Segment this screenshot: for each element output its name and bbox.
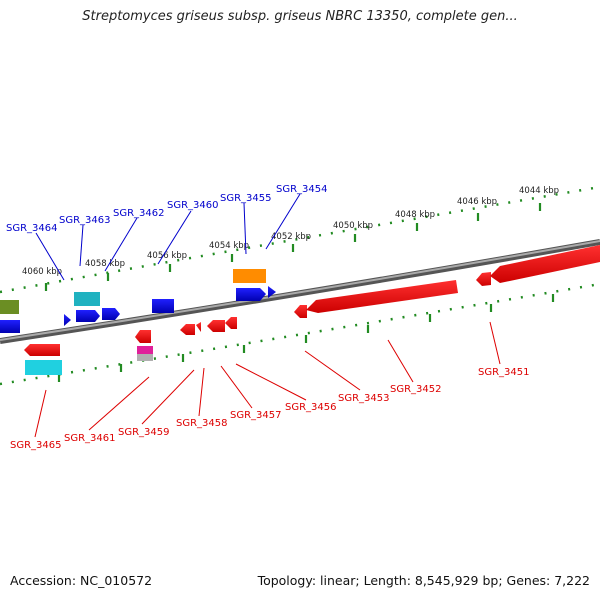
gene-blue[interactable] <box>0 320 20 333</box>
genome-title: Streptomyces griseus subsp. griseus NBRC… <box>82 9 518 24</box>
gene-label-lower[interactable]: SGR_3461 <box>64 433 116 444</box>
gene-red[interactable] <box>135 330 151 343</box>
gene-label-upper[interactable]: SGR_3463 <box>59 215 111 226</box>
gene-red[interactable] <box>476 272 491 286</box>
topology-text: Topology: linear; Length: 8,545,929 bp; … <box>257 573 590 588</box>
gene-red[interactable] <box>196 322 201 332</box>
gene-label-upper[interactable]: SGR_3455 <box>220 193 272 204</box>
gene-blue[interactable] <box>268 286 276 298</box>
gene-label-upper[interactable]: SGR_3462 <box>113 208 165 219</box>
upper-leader-lines <box>35 193 301 281</box>
kbp-label: 4046 kbp <box>457 197 497 207</box>
gene-blue[interactable] <box>76 310 100 322</box>
gene-label-lower[interactable]: SGR_3452 <box>390 384 442 395</box>
gene-label-upper[interactable]: SGR_3454 <box>276 184 328 195</box>
gene-label-lower[interactable]: SGR_3458 <box>176 418 228 429</box>
gene-label-upper[interactable]: SGR_3460 <box>167 200 219 211</box>
kbp-label: 4058 kbp <box>85 259 125 269</box>
gene-label-lower[interactable]: SGR_3451 <box>478 367 530 378</box>
gene-olive[interactable] <box>0 300 19 314</box>
lower-scale-track <box>0 282 600 386</box>
gene-blue[interactable] <box>64 314 71 326</box>
major-ticks <box>44 203 555 382</box>
kbp-label: 4044 kbp <box>519 186 559 196</box>
kbp-labels: 4044 kbp 4046 kbp 4048 kbp 4050 kbp 4052… <box>22 186 559 277</box>
kbp-label: 4056 kbp <box>147 251 187 261</box>
upper-scale-track <box>0 185 600 294</box>
lower-gene-labels: SGR_3465 SGR_3461 SGR_3459 SGR_3458 SGR_… <box>10 367 530 451</box>
gene-red[interactable] <box>207 320 225 332</box>
upper-genes <box>0 269 276 333</box>
kbp-label: 4048 kbp <box>395 210 435 220</box>
kbp-label: 4060 kbp <box>22 267 62 277</box>
kbp-label: 4054 kbp <box>209 241 249 251</box>
gene-blue[interactable] <box>236 288 266 301</box>
gene-label-lower[interactable]: SGR_3457 <box>230 410 282 421</box>
lower-genes <box>24 245 600 375</box>
gene-grey[interactable] <box>137 354 153 361</box>
gene-red[interactable] <box>490 245 600 283</box>
gene-red[interactable] <box>24 344 60 356</box>
gene-cyan[interactable] <box>25 360 62 375</box>
gene-red[interactable] <box>180 324 195 335</box>
gene-red[interactable] <box>294 305 307 318</box>
accession-text: Accession: NC_010572 <box>10 573 153 588</box>
gene-red[interactable] <box>225 317 237 329</box>
upper-gene-labels: SGR_3464 SGR_3463 SGR_3462 SGR_3460 SGR_… <box>6 184 328 234</box>
gene-label-lower[interactable]: SGR_3465 <box>10 440 62 451</box>
gene-blue[interactable] <box>152 299 174 313</box>
kbp-label: 4050 kbp <box>333 221 373 231</box>
gene-blue[interactable] <box>102 308 120 320</box>
gene-orange[interactable] <box>233 269 266 283</box>
gene-label-lower[interactable]: SGR_3453 <box>338 393 390 404</box>
gene-label-lower[interactable]: SGR_3459 <box>118 427 170 438</box>
gene-magenta[interactable] <box>137 346 153 354</box>
lower-leader-lines <box>34 321 501 438</box>
gene-label-upper[interactable]: SGR_3464 <box>6 223 58 234</box>
kbp-label: 4052 kbp <box>271 232 311 242</box>
gene-cyan[interactable] <box>74 292 100 306</box>
gene-label-lower[interactable]: SGR_3456 <box>285 402 337 413</box>
chromosome-track <box>0 239 600 344</box>
gene-red[interactable] <box>306 280 458 313</box>
